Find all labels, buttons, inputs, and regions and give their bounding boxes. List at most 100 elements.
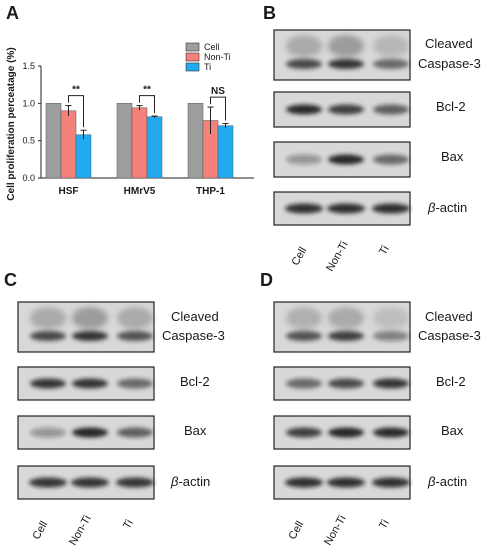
category-label: THP-1 [196,186,225,197]
blot-band [71,477,109,488]
bar-cell-hmrv5 [116,103,133,179]
blot-c-lane-ti: Ti [121,518,136,532]
bar-ti-thp-1 [217,125,234,179]
blot-b-label-caspase: Caspase-3 [418,56,481,71]
blot-b-label-bax: Bax [441,149,464,164]
blot-band [286,104,322,115]
legend: Cell Non-Ti Ti [185,42,231,72]
blot-d-label-actin: β-actin [427,474,467,489]
western-blot-c [17,301,155,500]
blot-band [373,331,409,341]
blot-band [116,477,154,488]
panel-d: D Cleaved Caspase-3 Bcl-2 Bax β-actin Ce… [260,270,481,548]
blot-d-label-bcl2: Bcl-2 [436,374,466,389]
y-tick-label: 0.0 [22,173,35,183]
blot-c-label-caspase: Caspase-3 [162,328,225,343]
blot-band [285,477,323,488]
significance-bracket [68,95,84,128]
blot-c-label-bax: Bax [184,423,207,438]
panel-a-letter: A [6,3,19,23]
blot-smear [373,35,409,57]
blot-d-lane-non-ti: Non-Ti [322,513,349,547]
blot-c-lane-non-ti: Non-Ti [67,513,94,547]
blot-b-label-bcl2: Bcl-2 [436,99,466,114]
blot-band [373,59,409,69]
blot-band [328,154,364,165]
blot-band [328,331,364,341]
panel-a: A Cell proliferation perceatage (%) 0.0 0… [6,3,254,201]
blot-band [29,477,67,488]
blot-band [72,378,108,389]
blot-smear [328,307,364,329]
blot-b-lane-ti: Ti [377,244,392,258]
bar-non-ti-hmrv5 [131,107,148,179]
bar-cell-thp-1 [187,103,204,179]
significance-label: NS [211,86,225,97]
blot-strip-actin [273,465,411,500]
blot-band [373,104,409,115]
category-label: HSF [59,186,79,197]
y-tick-label: 1.5 [22,61,35,71]
significance-bracket [139,95,155,114]
panel-d-letter: D [260,270,273,290]
blot-b-label-cleaved: Cleaved [425,36,473,51]
bar-chart: 0.0 0.5 1.0 1.5 ** HSF ** HMrV5 NS THP-1 [22,61,254,197]
blot-c-label-actin: β-actin [170,474,210,489]
western-blot-b [273,29,411,226]
bar-ti-hsf [75,134,92,179]
blot-band [72,427,108,438]
panel-b-letter: B [263,3,276,23]
significance-bracket [210,96,226,121]
blot-strip-caspase [17,301,155,353]
blot-band [72,331,108,341]
y-axis-label: Cell proliferation perceatage (%) [6,47,17,200]
bar-cell-hsf [45,103,62,179]
blot-strip-bcl2 [273,366,411,401]
blot-b-lane-cell: Cell [289,245,309,267]
blot-band [328,427,364,438]
western-blot-d [273,301,411,500]
legend-label-cell: Cell [204,42,220,52]
blot-d-lane-cell: Cell [286,519,306,541]
blot-d-label-cleaved: Cleaved [425,309,473,324]
legend-label-non-ti: Non-Ti [204,52,231,62]
blot-band [30,427,66,438]
blot-band [372,477,410,488]
blot-strip-bax [17,415,155,450]
blot-c-lane-cell: Cell [30,519,50,541]
blot-strip-bcl2 [273,91,411,128]
blot-band [328,104,364,115]
blot-strip-actin [273,191,411,226]
blot-strip-caspase [273,301,411,353]
panel-c-letter: C [4,270,17,290]
blot-band [328,59,364,69]
blot-d-label-bax: Bax [441,423,464,438]
bar-non-ti-hsf [60,110,77,179]
blot-band [286,154,322,165]
blot-band [117,378,153,389]
legend-swatch-non-ti [185,52,200,62]
blot-smear [286,35,322,57]
blot-band [286,331,322,341]
blot-band [286,427,322,438]
blot-band [30,378,66,389]
y-tick-label: 1.0 [22,98,35,108]
blot-smear [117,307,153,329]
legend-swatch-cell [185,42,200,52]
blot-strip-bcl2 [17,366,155,401]
blot-strip-caspase [273,29,411,81]
blot-band [30,331,66,341]
legend-swatch-ti [185,62,200,72]
blot-strip-bax [273,141,411,178]
blot-smear [30,307,66,329]
panel-c: C Cleaved Caspase-3 Bcl-2 Bax β-actin Ce… [4,270,225,548]
blot-strip-bax [273,415,411,450]
blot-d-label-caspase: Caspase-3 [418,328,481,343]
blot-b-lane-non-ti: Non-Ti [324,239,351,273]
significance-label: ** [72,85,80,96]
blot-c-label-bcl2: Bcl-2 [180,374,210,389]
blot-band [372,203,410,214]
blot-band [285,203,323,214]
blot-strip-actin [17,465,155,500]
y-tick-label: 0.5 [22,136,35,146]
